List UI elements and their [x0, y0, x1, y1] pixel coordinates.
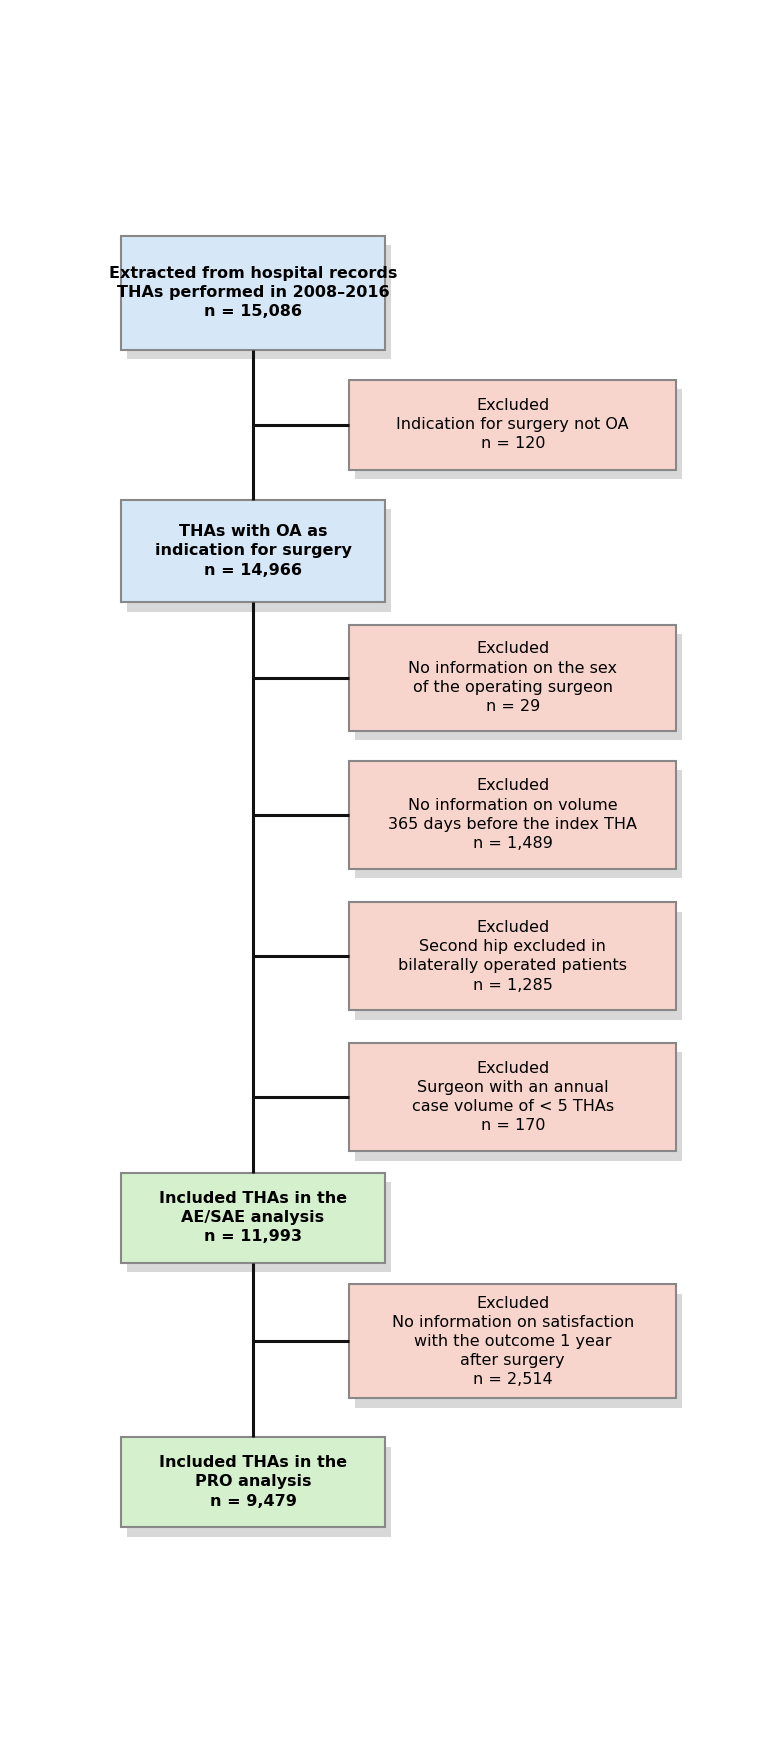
- FancyBboxPatch shape: [355, 1294, 683, 1409]
- Text: Excluded
No information on satisfaction
with the outcome 1 year
after surgery
n : Excluded No information on satisfaction …: [391, 1296, 634, 1387]
- FancyBboxPatch shape: [349, 1285, 677, 1398]
- Text: Excluded
Second hip excluded in
bilaterally operated patients
n = 1,285: Excluded Second hip excluded in bilatera…: [398, 920, 627, 993]
- FancyBboxPatch shape: [355, 390, 683, 480]
- Text: Included THAs in the
PRO analysis
n = 9,479: Included THAs in the PRO analysis n = 9,…: [159, 1454, 347, 1509]
- Text: Included THAs in the
AE/SAE analysis
n = 11,993: Included THAs in the AE/SAE analysis n =…: [159, 1192, 347, 1245]
- FancyBboxPatch shape: [355, 1053, 683, 1160]
- FancyBboxPatch shape: [355, 770, 683, 878]
- FancyBboxPatch shape: [355, 635, 683, 740]
- FancyBboxPatch shape: [127, 245, 391, 360]
- FancyBboxPatch shape: [349, 1044, 677, 1151]
- Text: Extracted from hospital records
THAs performed in 2008–2016
n = 15,086: Extracted from hospital records THAs per…: [109, 266, 398, 319]
- Text: Excluded
Surgeon with an annual
case volume of < 5 THAs
n = 170: Excluded Surgeon with an annual case vol…: [412, 1061, 614, 1134]
- FancyBboxPatch shape: [121, 236, 385, 349]
- FancyBboxPatch shape: [127, 510, 391, 612]
- FancyBboxPatch shape: [349, 760, 677, 869]
- FancyBboxPatch shape: [349, 624, 677, 730]
- FancyBboxPatch shape: [121, 501, 385, 601]
- FancyBboxPatch shape: [127, 1183, 391, 1273]
- Text: Excluded
No information on the sex
of the operating surgeon
n = 29: Excluded No information on the sex of th…: [408, 642, 618, 714]
- Text: Excluded
No information on volume
365 days before the index THA
n = 1,489: Excluded No information on volume 365 da…: [388, 777, 637, 852]
- FancyBboxPatch shape: [121, 1437, 385, 1527]
- FancyBboxPatch shape: [349, 379, 677, 471]
- FancyBboxPatch shape: [127, 1446, 391, 1537]
- FancyBboxPatch shape: [355, 911, 683, 1021]
- FancyBboxPatch shape: [349, 903, 677, 1010]
- Text: THAs with OA as
indication for surgery
n = 14,966: THAs with OA as indication for surgery n…: [154, 524, 352, 578]
- Text: Excluded
Indication for surgery not OA
n = 120: Excluded Indication for surgery not OA n…: [397, 398, 629, 451]
- FancyBboxPatch shape: [121, 1172, 385, 1262]
